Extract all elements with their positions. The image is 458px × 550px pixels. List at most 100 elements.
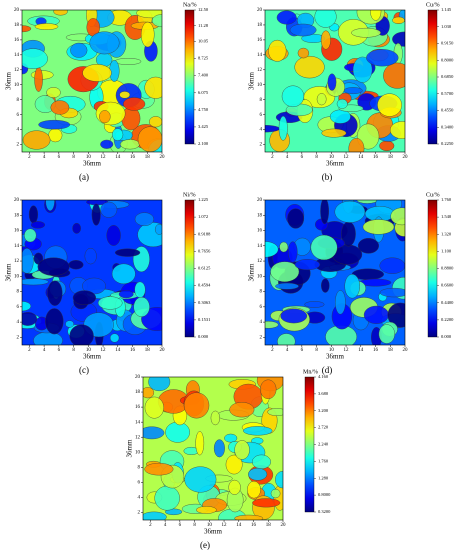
contour-blob <box>224 433 238 443</box>
x-tick-label: 14 <box>358 348 364 353</box>
contour-blob <box>22 312 38 326</box>
contour-blob <box>28 205 39 224</box>
colorbar-tick-label: 1.100 <box>441 248 452 253</box>
panel: 2 4 6 8 10 12 14 16 18 20 2 4 6 8 10 12 14 16 18 20 36mm 36mm… <box>5 192 212 375</box>
y-tick-label: 8 <box>138 465 141 470</box>
colorbar-tick-label: 0.4594 <box>198 283 211 288</box>
x-tick-label: 8 <box>315 348 318 353</box>
x-tick-label: 4 <box>286 348 289 353</box>
colorbar-tick-label: 0.8000 <box>441 57 454 62</box>
contour-blob <box>137 126 162 152</box>
contour-blob <box>363 305 389 324</box>
y-tick-label: 20 <box>14 8 20 13</box>
contour-blob <box>53 10 68 16</box>
colorbar-tick-label: 8.725 <box>198 56 209 61</box>
contour-blob <box>343 87 363 95</box>
x-tick-label: 20 <box>160 348 166 353</box>
contour-blob <box>140 21 155 48</box>
x-tick-label: 20 <box>160 155 166 160</box>
contour-blob <box>389 121 405 139</box>
y-tick-label: 18 <box>257 213 263 218</box>
contour-blob <box>22 248 34 274</box>
colorbar-tick-label: 0.5700 <box>441 91 454 96</box>
contour-blob <box>119 91 131 99</box>
contour-blob <box>260 379 277 399</box>
contour-blob <box>265 320 279 329</box>
y-tick-label: 14 <box>257 53 263 58</box>
colorbar-tick-label: 0.000 <box>198 334 209 339</box>
y-axis-label: 36mm <box>248 263 256 281</box>
contour-blob <box>123 97 146 111</box>
contour-blob <box>320 200 329 225</box>
x-tick-label: 16 <box>373 348 379 353</box>
contour-blob <box>213 439 225 458</box>
colorbar-tick-label: 0.3200 <box>318 509 331 514</box>
colorbar <box>304 376 315 513</box>
colorbar-tick-label: 0.9188 <box>198 231 211 236</box>
x-tick-label: 2 <box>28 348 31 353</box>
y-tick-label: 10 <box>257 83 263 88</box>
colorbar-tick-label: 1.280 <box>318 475 329 480</box>
colorbar-tick-label: 1.030 <box>441 24 452 29</box>
contour-blob <box>248 467 268 481</box>
colorbar-tick-label: 0.6125 <box>198 266 211 271</box>
panel-label: (d) <box>322 365 333 375</box>
x-axis-label: 36mm <box>326 353 344 361</box>
colorbar-tick-label: 0.8000 <box>318 492 331 497</box>
colorbar-title: Mn/% <box>303 369 318 375</box>
y-tick-label: 10 <box>14 274 20 279</box>
y-tick-label: 18 <box>14 23 20 28</box>
contour-blob <box>46 87 61 98</box>
colorbar-tick-label: 1.320 <box>441 231 452 236</box>
contour-blob <box>276 10 297 25</box>
contour-blob <box>234 440 250 460</box>
colorbar-title: Ni/% <box>183 192 196 198</box>
contour-blob <box>24 228 37 243</box>
y-axis-label: 36mm <box>5 72 13 90</box>
colorbar-tick-label: 3.425 <box>198 124 209 129</box>
x-tick-label: 18 <box>388 348 394 353</box>
x-tick-label: 18 <box>388 155 394 160</box>
contour-blob <box>133 296 150 318</box>
y-axis-label: 36mm <box>248 72 256 90</box>
contour-blob <box>281 85 305 108</box>
contour-blob <box>344 273 360 299</box>
contour-blob <box>334 200 366 223</box>
colorbar <box>184 199 195 338</box>
y-tick-label: 16 <box>257 38 263 43</box>
contour-blob <box>184 466 217 493</box>
x-tick-label: 18 <box>145 155 151 160</box>
x-tick-label: 4 <box>43 348 46 353</box>
contour-blob <box>390 207 405 226</box>
contour-blob <box>65 320 74 328</box>
contour-blob <box>144 76 162 99</box>
contour-blob <box>335 290 346 315</box>
colorbar-tick-label: 0.4550 <box>441 108 454 113</box>
x-tick-label: 14 <box>236 523 242 528</box>
contour-blob <box>294 55 325 79</box>
contour-blob <box>387 302 405 328</box>
contour-blob <box>143 426 165 440</box>
x-axis-label: 36mm <box>204 528 222 536</box>
colorbar-tick-label: 6.075 <box>198 90 209 95</box>
x-tick-label: 10 <box>329 348 335 353</box>
y-tick-label: 6 <box>17 113 20 118</box>
x-tick-label: 14 <box>115 348 121 353</box>
contour-blob <box>277 333 296 345</box>
x-tick-label: 8 <box>72 155 75 160</box>
y-axis-label: 36mm <box>5 263 13 281</box>
x-tick-label: 20 <box>281 523 287 528</box>
contour-blob <box>118 290 134 299</box>
y-tick-label: 8 <box>17 98 20 103</box>
colorbar-tick-label: 1.072 <box>198 214 208 219</box>
contour-field <box>265 10 405 152</box>
contour-blob <box>72 290 97 305</box>
contour-blob <box>379 287 405 298</box>
colorbar-tick-label: 0.6850 <box>441 74 454 79</box>
colorbar-tick-label: 10.05 <box>198 39 209 44</box>
x-tick-label: 2 <box>149 523 152 528</box>
y-tick-label: 8 <box>17 290 20 295</box>
y-tick-label: 12 <box>257 68 263 73</box>
y-tick-label: 6 <box>260 305 263 310</box>
contour-blob <box>45 308 64 335</box>
